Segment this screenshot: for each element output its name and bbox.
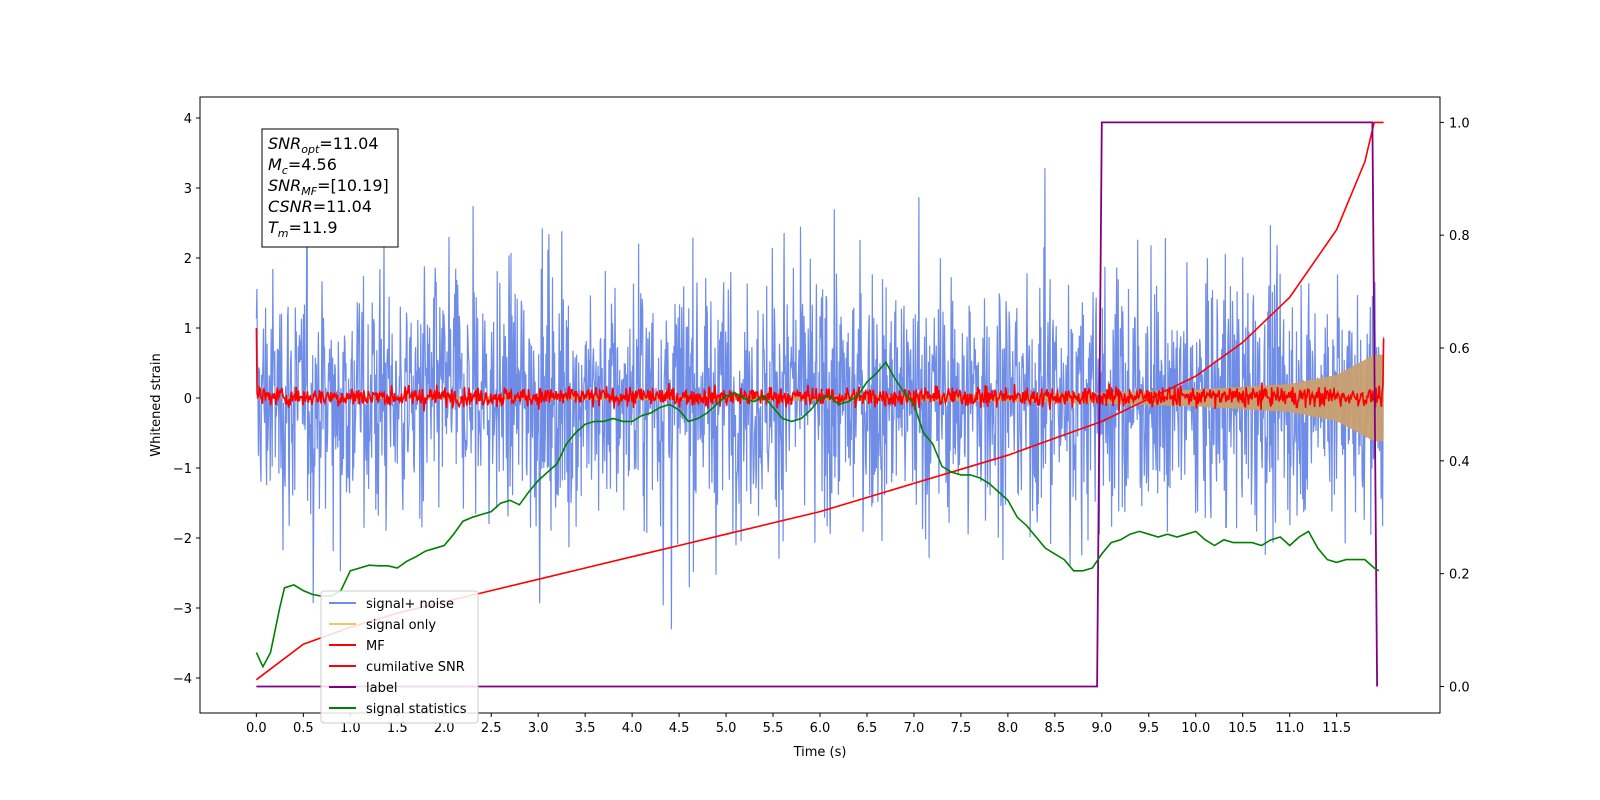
y-tick-label-left: 2 [184, 252, 192, 267]
x-tick-label: 5.5 [763, 721, 784, 736]
x-tick-label: 10.5 [1228, 721, 1257, 736]
x-tick-label: 4.5 [669, 721, 690, 736]
x-tick-label: 11.0 [1275, 721, 1304, 736]
x-tick-label: 3.5 [575, 721, 596, 736]
series-mf [255, 327, 1385, 412]
legend: signal+ noise signal only MF cumilative SNR… [320, 590, 479, 724]
x-tick-label: 10.0 [1181, 721, 1210, 736]
x-tick-label: 9.0 [1091, 721, 1112, 736]
info-box: SNRopt=11.04Mc=4.56SNRMF=[10.19]CSNR=11.… [261, 128, 399, 248]
x-tick-label: 9.5 [1138, 721, 1159, 736]
x-tick-label: 2.0 [434, 721, 455, 736]
y-tick-label-left: −2 [173, 532, 192, 547]
x-tick-label: 6.0 [810, 721, 831, 736]
y-tick-label-left: −4 [173, 672, 192, 687]
info-line: CSNR=11.04 [268, 197, 372, 216]
y-tick-label-left: 3 [184, 182, 192, 197]
y-tick-label-left: −3 [173, 602, 192, 617]
legend-label: signal statistics [366, 702, 467, 717]
legend-label: cumilative SNR [366, 660, 465, 675]
x-tick-label: 8.5 [1045, 721, 1066, 736]
info-line: SNRopt=11.04 [268, 134, 379, 156]
legend-label: MF [366, 639, 385, 654]
x-tick-label: 6.5 [857, 721, 878, 736]
series-label [256, 121, 1378, 688]
axes: 0.0 0.5 1.0 1.5 2.0 2.5 3.0 3.5 4.0 4.5 5.0 5.5 6.0 6… [173, 112, 1470, 736]
x-tick-label: 0.5 [293, 721, 314, 736]
y-tick-label-left: −1 [173, 462, 192, 477]
x-tick-label: 1.5 [387, 721, 408, 736]
series-signal-noise [255, 168, 1385, 630]
info-line: Tm=11.9 [268, 218, 338, 240]
x-tick-label: 8.0 [998, 721, 1019, 736]
info-box-frame [261, 128, 399, 248]
y-axis-label-left: Whitened strain [149, 353, 164, 456]
y-tick-label-right: 1.0 [1449, 116, 1470, 131]
legend-label: label [366, 681, 397, 696]
legend-label: signal only [366, 618, 436, 633]
legend-label: signal+ noise [366, 597, 454, 612]
x-tick-label: 7.0 [904, 721, 925, 736]
info-line: Mc=4.56 [268, 155, 337, 177]
y-tick-label-left: 4 [184, 112, 192, 127]
info-line: SNRMF=[10.19] [268, 176, 389, 198]
x-tick-label: 5.0 [716, 721, 737, 736]
legend-frame [320, 590, 479, 724]
y-tick-label-left: 1 [184, 322, 192, 337]
x-tick-label: 2.5 [481, 721, 502, 736]
x-tick-label: 7.5 [951, 721, 972, 736]
x-axis-label: Time (s) [793, 745, 847, 760]
x-tick-label: 4.0 [622, 721, 643, 736]
y-tick-label-right: 0.8 [1449, 229, 1470, 244]
x-tick-label: 1.0 [340, 721, 361, 736]
y-tick-label-right: 0.2 [1449, 568, 1470, 583]
y-tick-label-right: 0.0 [1449, 680, 1470, 695]
x-tick-label: 0.0 [246, 721, 267, 736]
y-tick-label-right: 0.6 [1449, 342, 1470, 357]
y-tick-label-right: 0.4 [1449, 455, 1470, 470]
y-tick-label-left: 0 [184, 392, 192, 407]
series-signal-statistics [255, 360, 1380, 669]
x-tick-label: 11.5 [1322, 721, 1351, 736]
x-tick-label: 3.0 [528, 721, 549, 736]
